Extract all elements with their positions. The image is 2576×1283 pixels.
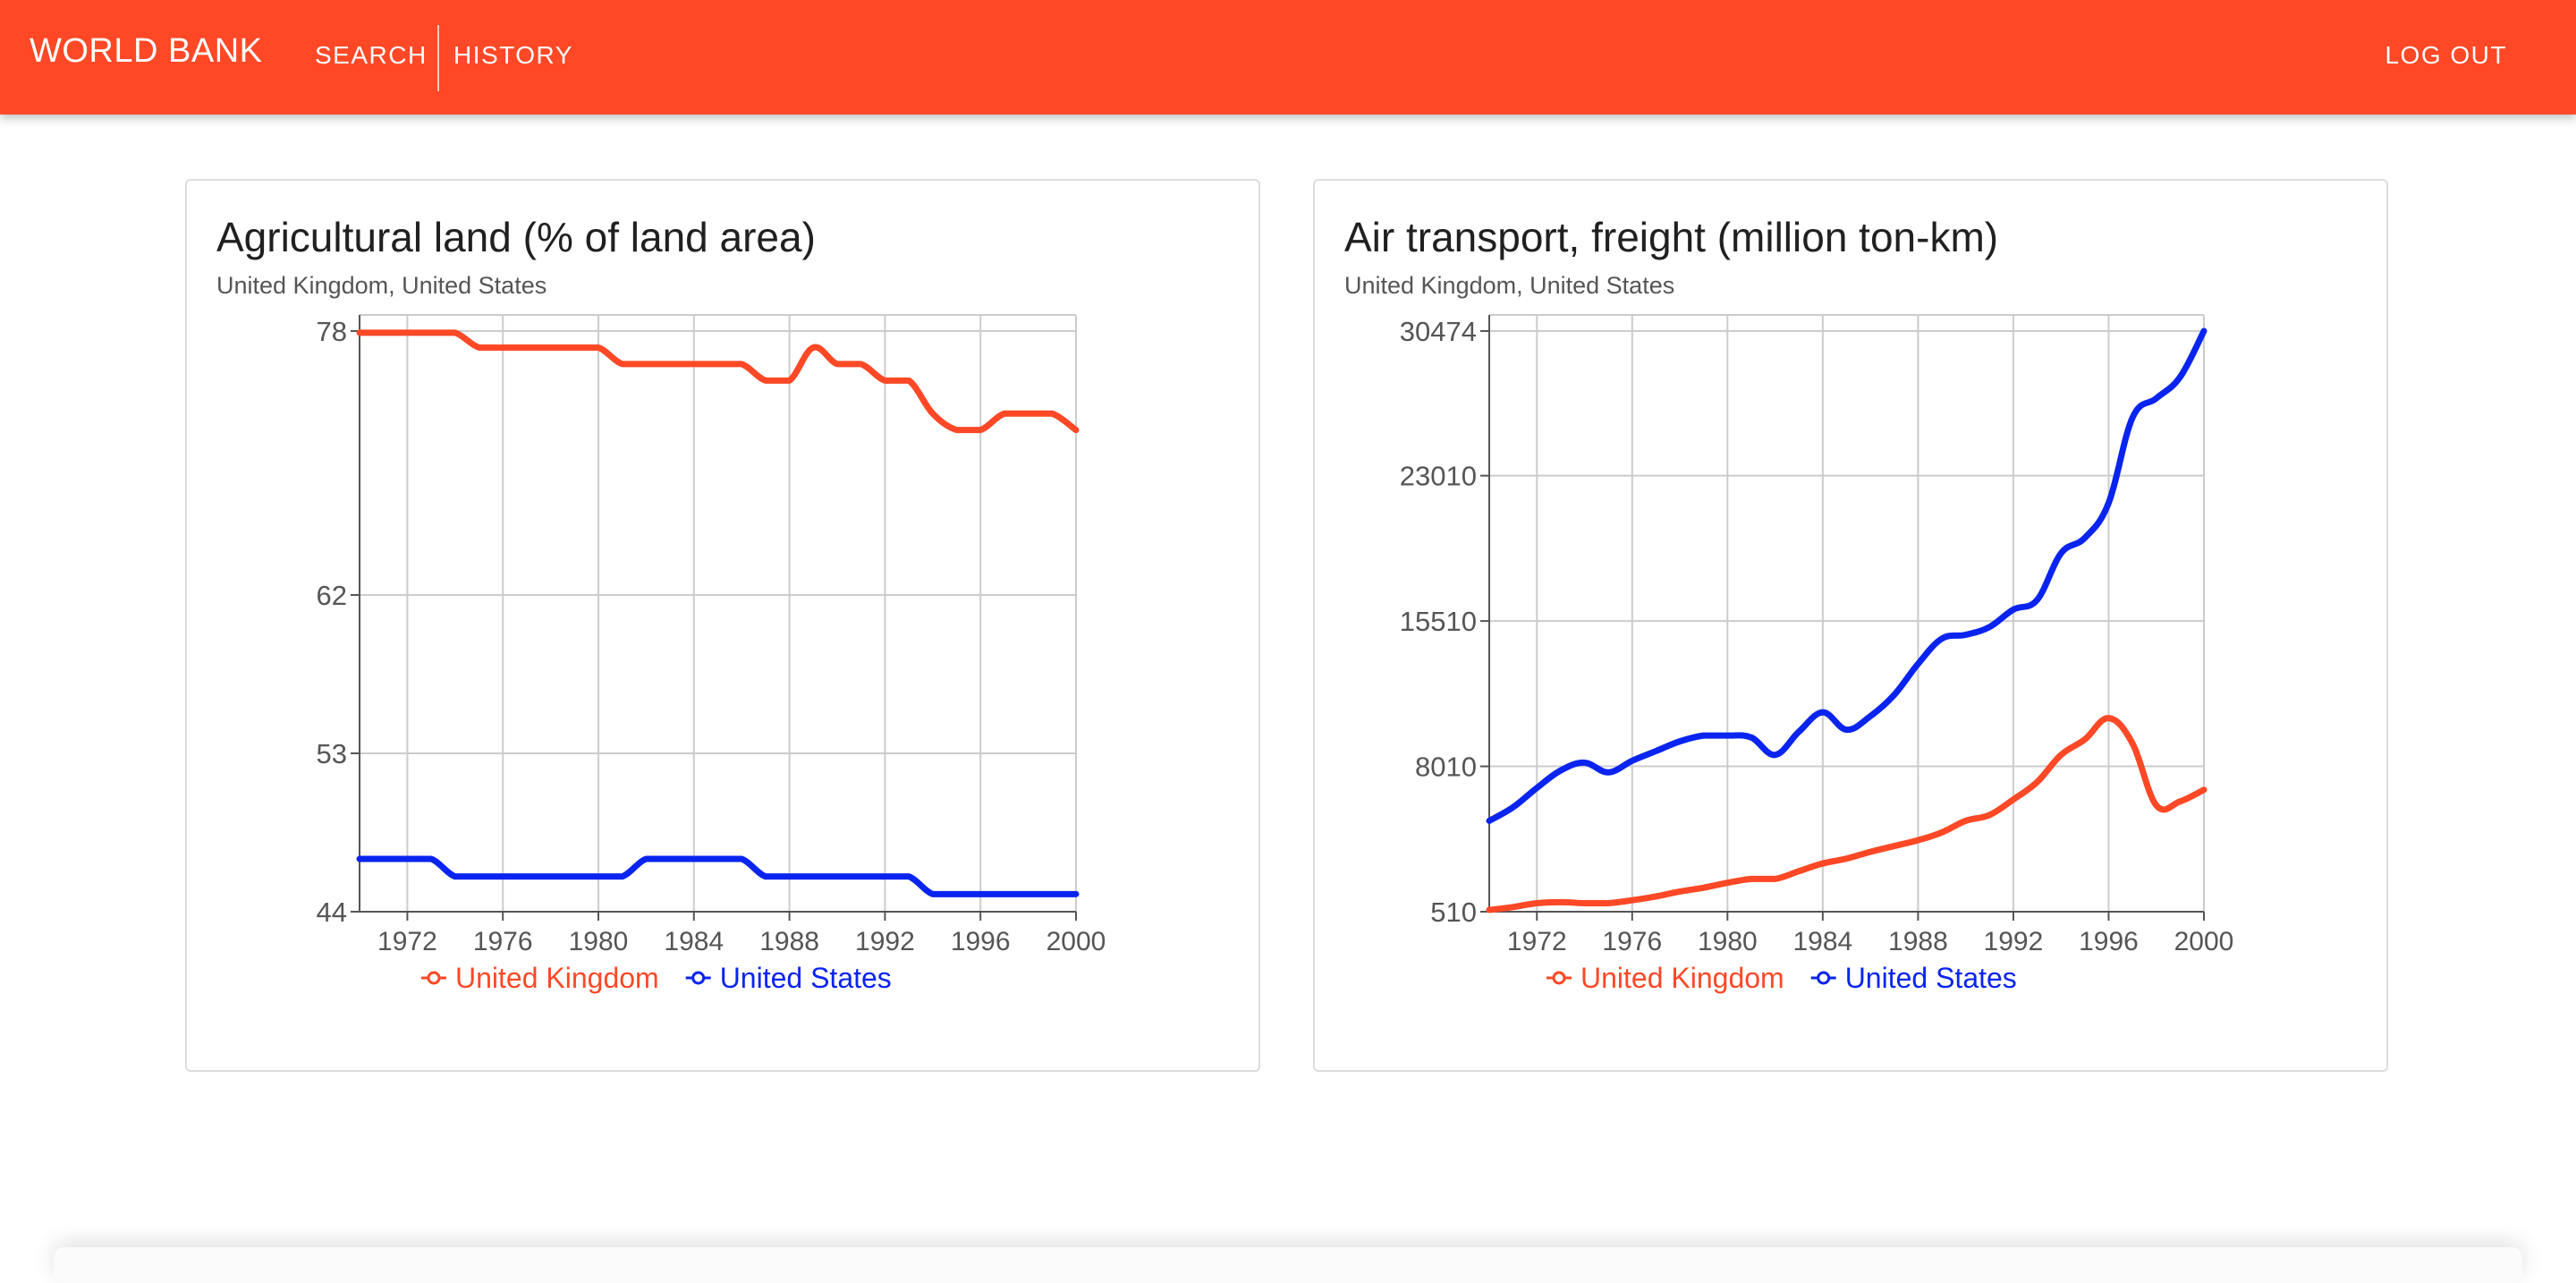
chart-subtitle: United Kingdom, United States <box>1344 272 1675 299</box>
nav-search-link[interactable]: SEARCH <box>315 41 428 69</box>
legend-label: United Kingdom <box>455 962 659 994</box>
chart-card-agricultural-land: Agricultural land (% of land area) Unite… <box>185 179 1260 1072</box>
legend: United Kingdom United States <box>421 962 892 994</box>
x-tick-label: 1988 <box>1888 927 1948 956</box>
legend-item-united-states[interactable]: United States <box>685 962 892 994</box>
x-tick-labels: 1972 1976 1980 1984 1988 1992 1996 2000 <box>377 912 1106 956</box>
x-tick-label: 1996 <box>2079 927 2139 956</box>
y-tick-label: 30474 <box>1400 316 1477 347</box>
x-tick-label: 1972 <box>1507 927 1567 956</box>
x-tick-label: 1984 <box>664 927 724 956</box>
x-tick-labels: 1972 1976 1980 1984 1988 1992 1996 2000 <box>1507 912 2233 956</box>
legend-label: United States <box>720 962 892 994</box>
line-chart-agricultural-land: 1972 1976 1980 1984 1988 1992 1996 2000 44 53 62 78… <box>317 314 1106 994</box>
y-tick-label: 78 <box>317 316 347 347</box>
app-bar: WORLD BANK SEARCH HISTORY LOG OUT <box>0 0 2576 115</box>
chart-title: Air transport, freight (million ton-km) <box>1344 214 1999 260</box>
x-tick-label: 1984 <box>1792 927 1852 956</box>
y-tick-label: 53 <box>317 738 347 769</box>
x-tick-label: 1972 <box>377 927 437 956</box>
x-tick-label: 1996 <box>951 927 1011 956</box>
chart-card-air-freight: Air transport, freight (million ton-km) … <box>1313 179 2388 1072</box>
legend-label: United Kingdom <box>1580 962 1784 994</box>
legend-item-united-states[interactable]: United States <box>1810 962 2017 994</box>
x-tick-label: 2000 <box>1046 927 1106 956</box>
y-tick-label: 62 <box>317 580 347 611</box>
x-tick-label: 2000 <box>2174 927 2234 956</box>
x-tick-label: 1976 <box>473 927 533 956</box>
chart-title: Agricultural land (% of land area) <box>216 214 816 260</box>
grid-lines <box>360 314 1077 913</box>
y-tick-labels: 44 53 62 78 <box>317 316 360 928</box>
legend-circle-icon <box>1552 971 1566 985</box>
y-tick-label: 15510 <box>1400 606 1477 637</box>
y-tick-label: 8010 <box>1415 752 1477 783</box>
chart-subtitle: United Kingdom, United States <box>216 272 547 299</box>
legend-circle-icon <box>691 971 706 985</box>
legend-item-united-kingdom[interactable]: United Kingdom <box>1546 962 1784 994</box>
bottom-panel-edge <box>54 1247 2522 1283</box>
x-tick-label: 1980 <box>569 927 629 956</box>
legend-item-united-kingdom[interactable]: United Kingdom <box>421 962 659 994</box>
x-tick-label: 1980 <box>1698 927 1758 956</box>
x-tick-label: 1988 <box>759 927 819 956</box>
y-tick-label: 23010 <box>1400 461 1477 492</box>
y-tick-labels: 510 8010 15510 23010 30474 <box>1400 316 1489 928</box>
x-tick-label: 1992 <box>1984 927 2044 956</box>
series-line-united-kingdom <box>356 329 1080 434</box>
series-line-united-states <box>356 855 1080 897</box>
x-tick-label: 1992 <box>855 927 915 956</box>
nav-divider <box>437 25 439 91</box>
legend-circle-icon <box>427 971 441 985</box>
legend-label: United States <box>1845 962 2017 994</box>
grid-lines <box>1489 314 2205 913</box>
legend: United Kingdom United States <box>1546 962 2017 994</box>
y-tick-label: 44 <box>317 896 347 928</box>
series-line-united-states <box>1486 327 2207 824</box>
line-chart-air-freight: 1972 1976 1980 1984 1988 1992 1996 2000 510 8010 1… <box>1400 314 2233 994</box>
brand-title[interactable]: WORLD BANK <box>30 32 263 70</box>
series-line-united-kingdom <box>1486 715 2207 913</box>
logout-button[interactable]: LOG OUT <box>2385 41 2507 69</box>
x-tick-label: 1976 <box>1602 927 1662 956</box>
legend-circle-icon <box>1817 971 1831 985</box>
y-tick-label: 510 <box>1430 896 1477 928</box>
nav-history-link[interactable]: HISTORY <box>453 41 573 69</box>
